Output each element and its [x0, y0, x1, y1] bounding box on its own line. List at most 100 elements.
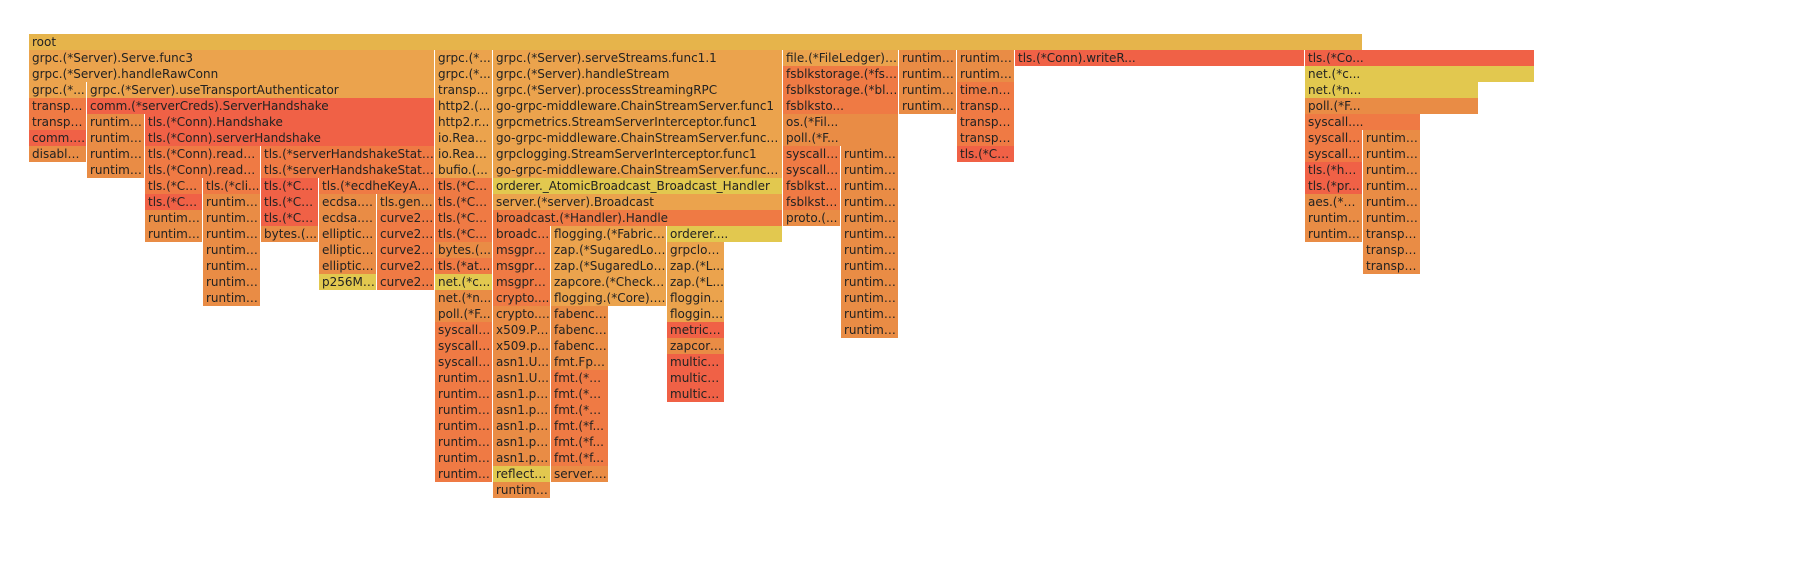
- flame-frame[interactable]: grpc.(*Server).processStreamingRPC: [493, 82, 783, 99]
- flame-frame[interactable]: transpo...: [29, 114, 87, 131]
- flame-frame[interactable]: curve25...: [377, 226, 435, 243]
- flame-frame[interactable]: asn1.pa...: [493, 434, 551, 451]
- flame-frame[interactable]: grpc.(*Server).Serve.func3: [29, 50, 435, 67]
- flame-frame[interactable]: tls.(*Co...: [261, 210, 319, 227]
- flame-frame[interactable]: msgpro...: [493, 274, 551, 291]
- flame-frame[interactable]: curve25...: [377, 274, 435, 291]
- flame-frame[interactable]: asn1.pa...: [493, 450, 551, 467]
- flame-frame[interactable]: transpo...: [435, 82, 493, 99]
- flame-frame[interactable]: runtime...: [841, 226, 899, 243]
- flame-frame[interactable]: zap.(*L...: [667, 274, 725, 291]
- flame-frame[interactable]: grpc.(*...: [435, 66, 493, 83]
- flame-frame[interactable]: runtime...: [899, 50, 957, 67]
- flame-frame[interactable]: runtime...: [841, 290, 899, 307]
- flame-frame[interactable]: curve25...: [377, 242, 435, 259]
- flame-frame[interactable]: runtime...: [841, 210, 899, 227]
- flame-frame[interactable]: comm.(*serverCreds).ServerHandshake: [87, 98, 435, 115]
- flame-frame[interactable]: fsblksto...: [783, 178, 841, 195]
- flame-frame[interactable]: runtime...: [957, 66, 1015, 83]
- flame-frame[interactable]: multichannel.(*Ch...: [667, 386, 725, 403]
- flame-frame[interactable]: tls.(*at...: [435, 258, 493, 275]
- flame-frame[interactable]: crypto....: [493, 290, 551, 307]
- flame-frame[interactable]: fmt.(*p...: [551, 370, 609, 387]
- flame-frame[interactable]: runtime...: [899, 82, 957, 99]
- flame-frame[interactable]: runtime...: [1363, 162, 1421, 179]
- flame-frame[interactable]: proto.(...: [783, 210, 841, 227]
- flame-frame[interactable]: server.(*broadcast...: [551, 466, 609, 483]
- flame-frame[interactable]: go-grpc-middleware.ChainStreamServer.fun…: [493, 162, 783, 179]
- flame-frame[interactable]: syscall....: [1305, 130, 1363, 147]
- flame-frame[interactable]: runtime...: [957, 50, 1015, 67]
- flame-frame[interactable]: multichannel.(*Blo...: [667, 370, 725, 387]
- flame-frame[interactable]: fmt.(*p...: [551, 386, 609, 403]
- flame-frame[interactable]: runtime...: [1363, 194, 1421, 211]
- flame-frame[interactable]: grpc.(*...: [435, 50, 493, 67]
- flame-frame[interactable]: tls.(*Co...: [435, 178, 493, 195]
- flame-frame[interactable]: asn1.U...: [493, 370, 551, 387]
- flame-frame[interactable]: http2.(...: [435, 98, 493, 115]
- flame-frame[interactable]: curve25...: [377, 258, 435, 275]
- flame-frame[interactable]: fabenc....: [551, 322, 609, 339]
- flame-frame[interactable]: zap.(*SugaredLog...: [551, 242, 667, 259]
- flame-frame[interactable]: runtime...: [841, 242, 899, 259]
- flame-frame[interactable]: ecdsa.(...: [319, 194, 377, 211]
- flame-frame[interactable]: elliptic...: [319, 226, 377, 243]
- flame-frame[interactable]: runtime...: [841, 258, 899, 275]
- flame-frame[interactable]: msgpro...: [493, 242, 551, 259]
- flame-frame[interactable]: broadcast.(*Handler).Handle: [493, 210, 783, 227]
- flame-frame[interactable]: runtime...: [1363, 210, 1421, 227]
- flame-frame[interactable]: flogging.(*FabricL...: [551, 226, 667, 243]
- flame-frame[interactable]: runtime...: [435, 434, 493, 451]
- flame-frame[interactable]: metrics....: [667, 322, 725, 339]
- flame-frame[interactable]: runtime...: [87, 114, 145, 131]
- flame-frame[interactable]: io.Read...: [435, 130, 493, 147]
- flame-frame[interactable]: net.(*n...: [435, 290, 493, 307]
- flame-frame[interactable]: io.Read...: [435, 146, 493, 163]
- flame-frame[interactable]: asn1.pa...: [493, 386, 551, 403]
- flame-frame[interactable]: grpcmetrics.StreamServerInterceptor.func…: [493, 114, 783, 131]
- flame-frame[interactable]: runtime...: [145, 210, 203, 227]
- flame-frame[interactable]: syscall....: [435, 354, 493, 371]
- flame-frame[interactable]: broadca...: [493, 226, 551, 243]
- flame-frame[interactable]: os.(*Fil...: [783, 114, 899, 131]
- flame-frame[interactable]: runtime...: [493, 482, 551, 499]
- flame-frame[interactable]: grpclog...: [667, 242, 725, 259]
- flame-frame[interactable]: zapcore.(*Checke...: [551, 274, 667, 291]
- flame-frame[interactable]: disable...: [29, 146, 87, 163]
- flame-frame[interactable]: runtime...: [1363, 146, 1421, 163]
- flame-frame[interactable]: ecdsa.S...: [319, 210, 377, 227]
- flame-frame[interactable]: fmt.(*f...: [551, 434, 609, 451]
- flame-frame[interactable]: tls.(*Conn).Write: [957, 146, 1015, 163]
- flame-frame[interactable]: runtime...: [87, 130, 145, 147]
- flame-frame[interactable]: grpclogging.StreamServerInterceptor.func…: [493, 146, 783, 163]
- flame-frame[interactable]: tls.(*Conn).readCli...: [145, 146, 261, 163]
- flame-frame[interactable]: fmt.(*f...: [551, 450, 609, 467]
- flame-frame[interactable]: p256Mu...: [319, 274, 377, 291]
- flame-frame[interactable]: transpo...: [1363, 226, 1421, 243]
- flame-frame[interactable]: comm.(...: [29, 130, 87, 147]
- flame-frame[interactable]: runtime...: [841, 194, 899, 211]
- flame-frame[interactable]: fsblkstorage.(*fsBl...: [783, 66, 899, 83]
- flame-frame[interactable]: runtime...: [203, 274, 261, 291]
- flame-frame[interactable]: multichannel.(*Blo...: [667, 354, 725, 371]
- flame-frame[interactable]: aes.(*g...: [1305, 194, 1363, 211]
- flame-frame[interactable]: tls.(*serverHandshakeState)....: [261, 162, 435, 179]
- flame-frame[interactable]: transpo...: [1363, 258, 1421, 275]
- flame-frame[interactable]: tls.(*Co...: [435, 226, 493, 243]
- flame-frame[interactable]: runtime...: [145, 226, 203, 243]
- flame-frame[interactable]: runtime...: [1305, 226, 1363, 243]
- flame-frame[interactable]: net.(*c...: [1305, 66, 1535, 83]
- flame-frame[interactable]: tls.(*Conn).serverHandshake: [145, 130, 435, 147]
- flame-frame[interactable]: tls.(*Co...: [261, 194, 319, 211]
- flame-frame[interactable]: syscall....: [1305, 114, 1421, 131]
- flame-frame[interactable]: runtime...: [87, 146, 145, 163]
- flame-frame[interactable]: tls.(*ecdheKeyAgr...: [319, 178, 435, 195]
- flame-frame[interactable]: tls.(*Conn).readH...: [145, 162, 261, 179]
- flame-frame[interactable]: tls.(*pr...: [1305, 178, 1363, 195]
- flame-frame[interactable]: fsblksto...: [783, 194, 841, 211]
- flame-frame[interactable]: runtime...: [435, 402, 493, 419]
- flame-frame[interactable]: asn1.U...: [493, 354, 551, 371]
- flame-frame[interactable]: net.(*n...: [1305, 82, 1479, 99]
